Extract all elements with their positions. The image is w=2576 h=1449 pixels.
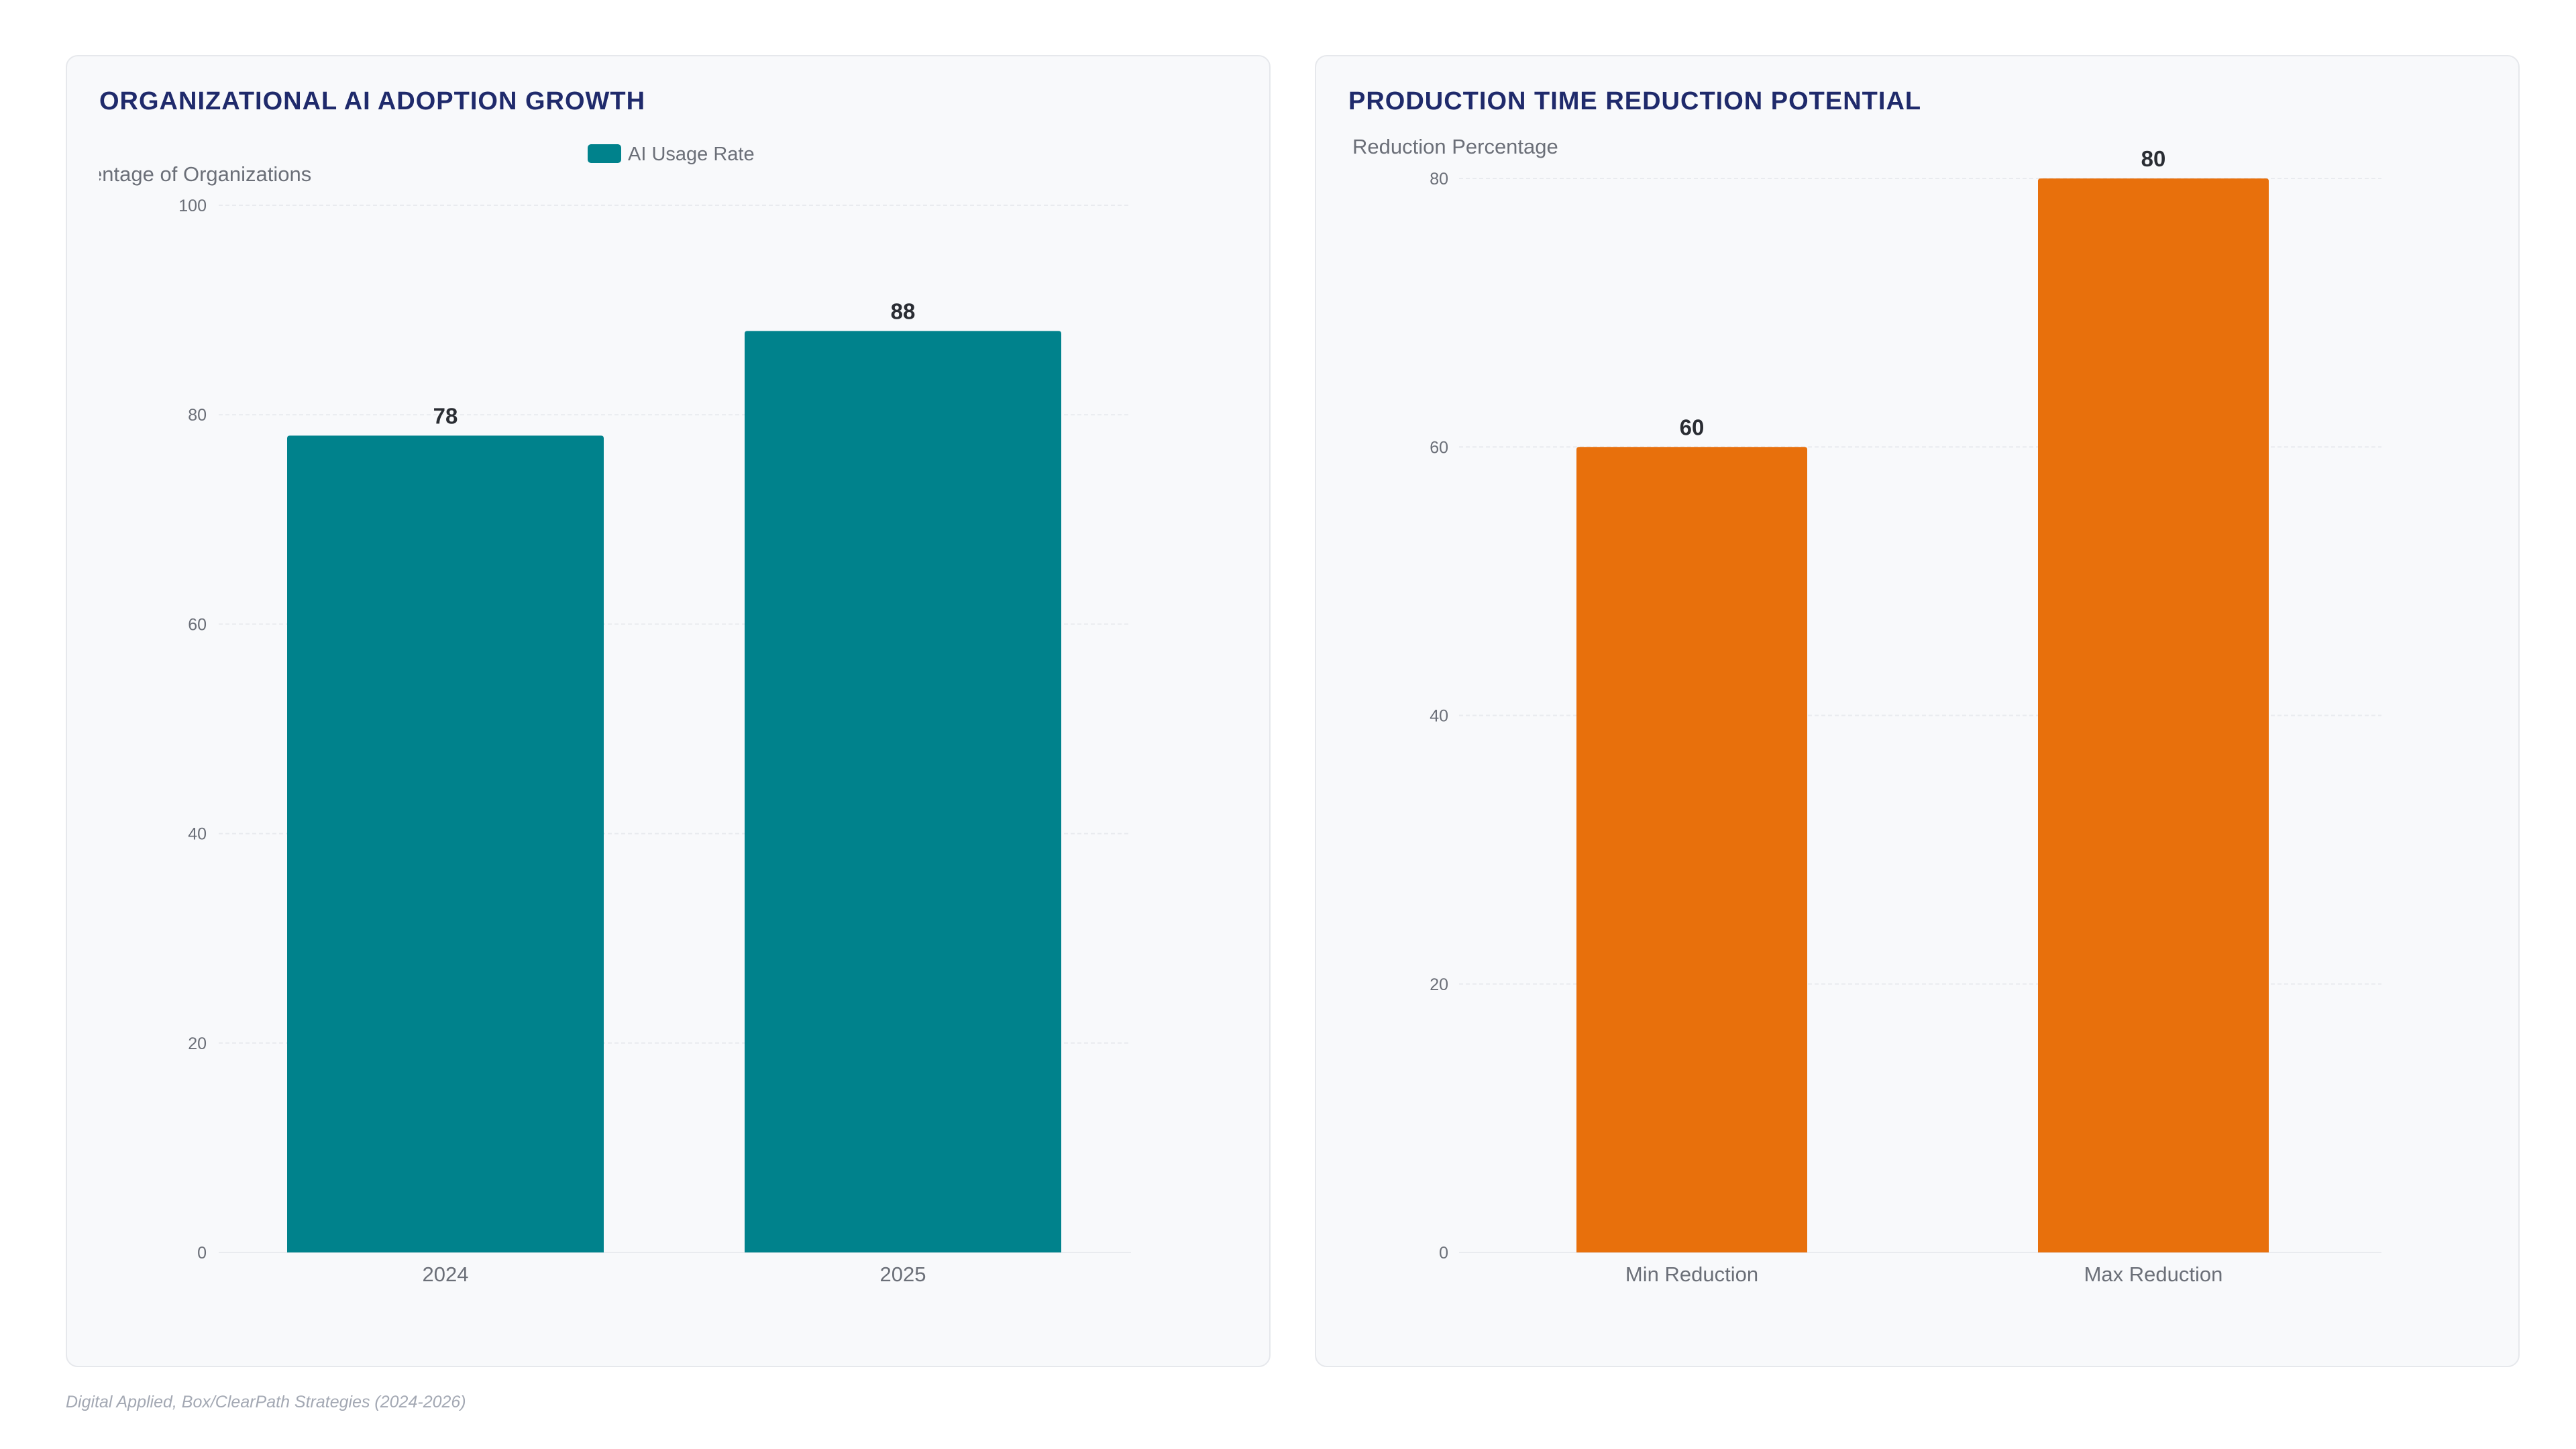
y-tick-label: 20	[188, 1034, 207, 1053]
bar-value-label: 60	[1680, 415, 1705, 439]
y-tick-label: 60	[1430, 438, 1448, 457]
bar-2025	[745, 331, 1061, 1252]
time-reduction-bar-chart: Reduction Percentage 0 20 40 60 80 60 Min Reduc…	[1352, 135, 2381, 1286]
y-tick-label: 40	[1430, 707, 1448, 726]
y-tick-label: 80	[1430, 170, 1448, 189]
y-tick-label: 40	[188, 825, 207, 844]
x-tick-label: Max Reduction	[2084, 1263, 2223, 1286]
legend-label: AI Usage Rate	[628, 144, 755, 165]
y-tick-label: 0	[197, 1244, 207, 1263]
chart-title: ORGANIZATIONAL AI ADOPTION GROWTH	[99, 87, 646, 115]
x-tick-label: 2024	[423, 1263, 469, 1286]
x-tick-label: 2025	[880, 1263, 926, 1286]
y-axis-label: ercentage of Organizations	[67, 162, 311, 186]
y-tick-label: 0	[1439, 1244, 1448, 1263]
y-tick-label: 60	[188, 615, 207, 634]
source-note: Digital Applied, Box/ClearPath Strategie…	[66, 1393, 466, 1411]
chart-card-ai-adoption: ORGANIZATIONAL AI ADOPTION GROWTH ercent…	[66, 55, 1271, 1367]
bar-2024	[287, 435, 604, 1253]
x-tick-label: Min Reduction	[1625, 1263, 1758, 1286]
chart-title: PRODUCTION TIME REDUCTION POTENTIAL	[1348, 87, 1922, 115]
chart-card-time-reduction: PRODUCTION TIME REDUCTION POTENTIAL Redu…	[1315, 55, 2520, 1367]
bar-max-reduction	[2038, 178, 2269, 1252]
legend[interactable]: AI Usage Rate	[588, 144, 755, 165]
bar-value-label: 78	[433, 403, 458, 428]
legend-swatch	[588, 144, 621, 163]
bar-value-label: 80	[2141, 146, 2166, 171]
bar-min-reduction	[1576, 447, 1807, 1252]
ai-adoption-bar-chart: ercentage of Organizations 0 20 40 60 80 100 78…	[67, 144, 1131, 1286]
y-tick-label: 20	[1430, 975, 1448, 994]
y-tick-label: 100	[178, 197, 207, 215]
bar-value-label: 88	[891, 299, 916, 323]
y-axis-label: Reduction Percentage	[1352, 135, 1558, 158]
y-tick-label: 80	[188, 406, 207, 425]
